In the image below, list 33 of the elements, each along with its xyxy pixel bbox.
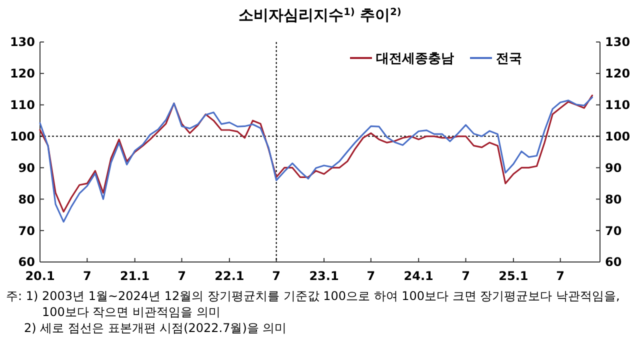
text: 주: 1) 2003년 1월~2024년 12월의 장기평균치를 기준값 100으로 하여 100보다 크면 장기평균보다 낙관적임을, 100보다 작으면 비관적임을 의미 — [6, 289, 620, 319]
y2-tick-label: 130 — [605, 35, 630, 50]
x-tick-label: 24.1 — [404, 269, 434, 283]
x-tick-label: 7 — [178, 269, 186, 283]
y-tick-label: 110 — [10, 98, 35, 112]
y-tick-label: 70 — [18, 224, 35, 238]
y2-tick-label: 120 — [605, 66, 630, 81]
y-tick-label: 100 — [10, 129, 35, 144]
x-tick-label: 7 — [82, 269, 92, 283]
y2-tick-label: 110 — [605, 98, 630, 112]
x-tick-label: 21.1 — [120, 269, 150, 283]
y-tick-label: 60 — [18, 255, 35, 270]
chart-title: 소비자심리지수$^{1)}$ 추이$^{2)}$ — [238, 6, 402, 24]
x-tick-label: 20.1 — [25, 269, 55, 283]
x-tick-label: 7 — [366, 269, 376, 283]
y2-tick-label: 90 — [605, 160, 622, 175]
legend-label: 대전세종충남 — [376, 52, 454, 67]
x-tick-label: 23.1 — [309, 269, 339, 283]
y2-tick-label: 70 — [605, 224, 622, 238]
x-tick-label: 7 — [556, 269, 565, 283]
y-tick-label: 130 — [10, 35, 35, 50]
x-tick-label: 22.1 — [214, 269, 244, 283]
y2-tick-label: 100 — [605, 129, 630, 144]
x-tick-label: 25.1 — [498, 269, 528, 283]
legend-label: 전국 — [496, 52, 522, 67]
y-tick-label: 80 — [18, 192, 35, 206]
y2-tick-label: 60 — [605, 255, 622, 270]
y2-tick-label: 80 — [605, 192, 622, 206]
y-tick-label: 90 — [18, 160, 35, 175]
x-tick-label: 7 — [462, 269, 470, 283]
text: 2) 세로 점선은 표본개편 시점(2022.7월)을 의미 — [24, 321, 287, 335]
y-tick-label: 120 — [10, 66, 35, 81]
x-tick-label: 7 — [272, 269, 281, 283]
